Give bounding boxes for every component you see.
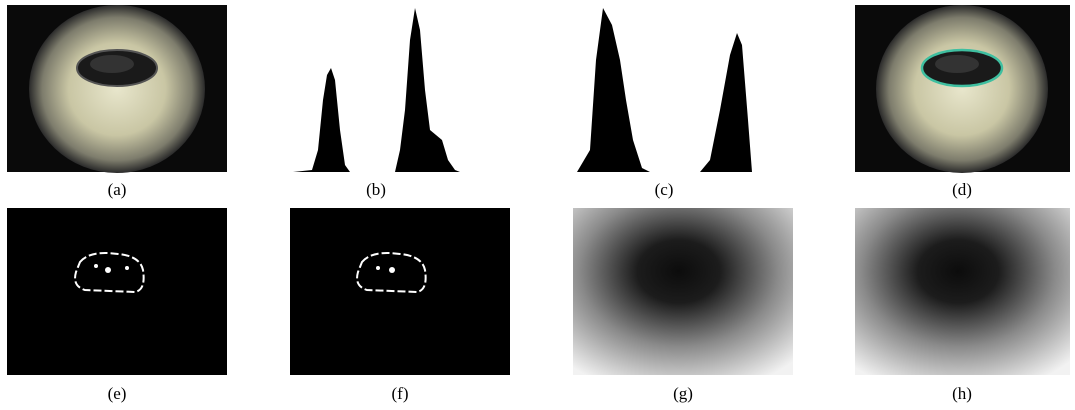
- panel-label: (h): [952, 384, 972, 403]
- image-a: [7, 5, 227, 173]
- panel-label: (c): [655, 180, 674, 199]
- image-e: [7, 208, 227, 375]
- figure: (a) (b) (c) (d) (e) (f) (g) (h): [0, 0, 1075, 410]
- panel-label: (f): [392, 384, 409, 403]
- histogram-c: [577, 8, 752, 172]
- image-g: [573, 208, 793, 375]
- panel-label: (a): [108, 180, 127, 199]
- panel-label: (d): [952, 180, 972, 199]
- histogram-b: [293, 8, 460, 172]
- panel-label: (b): [366, 180, 386, 199]
- panel-label: (e): [108, 384, 127, 403]
- image-h: [855, 208, 1070, 375]
- panel-label: (g): [673, 384, 693, 403]
- image-d: [855, 5, 1070, 173]
- image-f: [290, 208, 510, 375]
